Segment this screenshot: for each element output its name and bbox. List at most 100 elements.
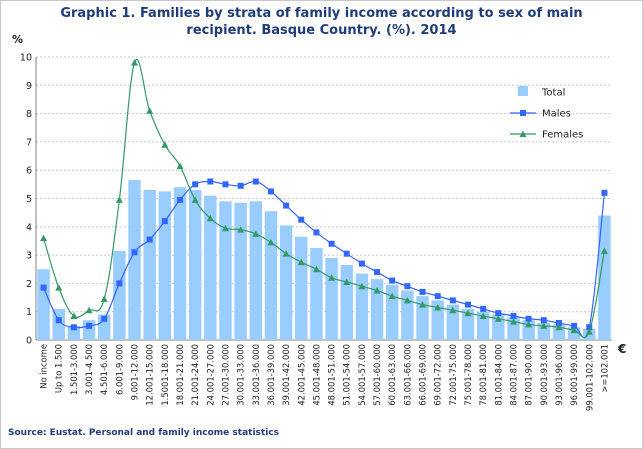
bar-total bbox=[52, 308, 65, 340]
point-males bbox=[131, 249, 138, 256]
y-tick-label: 9 bbox=[26, 81, 32, 92]
point-males bbox=[495, 310, 502, 317]
point-females bbox=[176, 162, 184, 169]
point-males bbox=[222, 181, 229, 188]
bar-total bbox=[567, 327, 581, 340]
x-tick-label: 54.001-57.000 bbox=[357, 344, 367, 406]
point-males bbox=[510, 312, 517, 319]
point-males bbox=[525, 315, 532, 322]
bar-total bbox=[598, 215, 611, 340]
point-males bbox=[389, 277, 396, 284]
x-tick-label: 81.001-84.000 bbox=[493, 344, 503, 406]
point-males bbox=[55, 317, 62, 324]
bar-total bbox=[537, 323, 551, 340]
x-tick-label: 27.001-30.000 bbox=[220, 344, 230, 406]
point-females bbox=[252, 230, 260, 237]
point-females bbox=[570, 326, 578, 334]
point-males bbox=[313, 229, 320, 236]
x-tick-label: 87.001-90.000 bbox=[524, 344, 534, 406]
point-males bbox=[540, 317, 547, 324]
bar-total bbox=[249, 201, 263, 340]
bar-total bbox=[370, 279, 384, 340]
x-tick-label: 18.001-21.000 bbox=[175, 344, 185, 406]
x-tick-label: 39.001-42.000 bbox=[281, 344, 291, 406]
point-females bbox=[55, 284, 63, 291]
point-males bbox=[298, 216, 305, 223]
y-tick-label: 6 bbox=[26, 166, 32, 177]
source-note: Source: Eustat. Personal and family inco… bbox=[8, 428, 279, 438]
point-females bbox=[237, 226, 245, 233]
point-males bbox=[101, 315, 108, 322]
point-females bbox=[328, 274, 336, 281]
bar-total bbox=[446, 304, 460, 340]
y-tick-label: 0 bbox=[26, 336, 32, 347]
x-axis-unit: € bbox=[618, 342, 627, 356]
legend-marker-females bbox=[519, 130, 527, 137]
point-females bbox=[146, 107, 154, 114]
chart-title: Graphic 1. Families by strata of family … bbox=[0, 5, 643, 39]
bar-total bbox=[461, 308, 475, 340]
bar-total bbox=[173, 187, 187, 340]
point-females bbox=[206, 214, 214, 222]
x-tick-label: 57.001-60.000 bbox=[372, 344, 382, 406]
point-females bbox=[434, 303, 442, 311]
x-tick-label: 42.001-45.000 bbox=[296, 344, 306, 406]
point-females bbox=[525, 320, 533, 328]
bar-total bbox=[310, 248, 323, 340]
point-males bbox=[177, 196, 183, 203]
legend-label-total: Total bbox=[541, 88, 565, 99]
y-tick-label: 1 bbox=[26, 307, 32, 318]
point-males bbox=[146, 236, 153, 243]
point-females bbox=[479, 312, 487, 319]
point-females bbox=[388, 292, 396, 300]
point-females bbox=[282, 250, 290, 257]
bar-total bbox=[279, 225, 293, 340]
point-males bbox=[555, 320, 562, 327]
point-females bbox=[419, 301, 427, 308]
bar-total bbox=[143, 190, 156, 340]
point-females bbox=[403, 296, 411, 304]
point-males bbox=[328, 240, 335, 247]
y-tick-label: 8 bbox=[26, 109, 32, 120]
point-males bbox=[434, 293, 441, 300]
point-females bbox=[585, 328, 593, 335]
x-tick-label: 9.001-12.000 bbox=[130, 344, 140, 400]
point-females bbox=[297, 258, 305, 266]
bar-total bbox=[340, 265, 353, 340]
x-tick-label: 3.001-4.500 bbox=[84, 344, 94, 395]
x-tick-label: 30.001-33.000 bbox=[236, 344, 246, 406]
point-females bbox=[494, 315, 502, 322]
x-tick-label: 24.001-27.000 bbox=[205, 344, 215, 406]
point-males bbox=[283, 202, 290, 209]
x-tick-label: 51.001-54.000 bbox=[342, 344, 352, 406]
bar-total bbox=[97, 314, 111, 340]
point-females bbox=[555, 323, 563, 331]
x-tick-label: 33.001-36.000 bbox=[251, 344, 261, 406]
point-females bbox=[540, 322, 548, 329]
point-males bbox=[601, 189, 608, 196]
point-males bbox=[419, 288, 426, 295]
point-females bbox=[600, 247, 608, 254]
chart-title-line-1: Graphic 1. Families by strata of family … bbox=[60, 6, 583, 21]
bar-total bbox=[264, 211, 278, 340]
point-males bbox=[40, 284, 47, 291]
bar-total bbox=[492, 314, 505, 340]
y-tick-label: 7 bbox=[26, 137, 32, 148]
x-tick-label: 96.001-99.000 bbox=[569, 344, 579, 406]
point-males bbox=[449, 297, 456, 304]
bar-total bbox=[128, 180, 141, 340]
bar-total bbox=[67, 325, 81, 340]
x-tick-label: 12.001-15.000 bbox=[145, 344, 155, 406]
point-males bbox=[343, 250, 350, 257]
x-tick-label: 1.5001-18.000 bbox=[160, 344, 170, 406]
point-females bbox=[358, 282, 366, 290]
point-males bbox=[358, 260, 365, 267]
x-tick-label: 90.001-93.000 bbox=[539, 344, 549, 406]
point-males bbox=[161, 218, 168, 225]
point-females bbox=[464, 309, 472, 317]
legend-label-males: Males bbox=[542, 109, 571, 120]
x-tick-label: 4.501-6.000 bbox=[99, 344, 109, 395]
x-tick-label: 45.001-48.000 bbox=[311, 344, 321, 406]
point-females bbox=[509, 318, 517, 325]
point-males bbox=[252, 178, 259, 185]
